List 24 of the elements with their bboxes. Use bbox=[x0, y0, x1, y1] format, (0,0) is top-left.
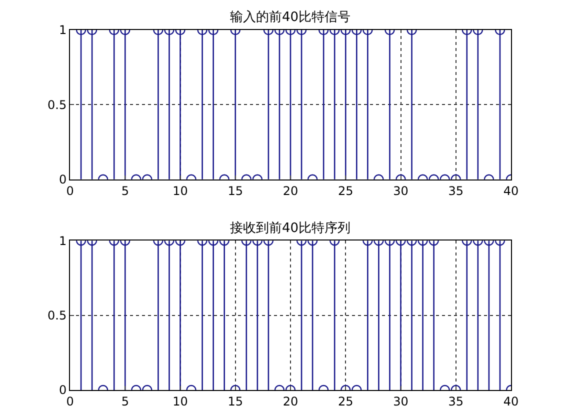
x-tick-label: 25 bbox=[338, 394, 354, 408]
y-tick-label: 0 bbox=[58, 172, 67, 187]
x-tick-label: 10 bbox=[172, 184, 188, 198]
y-tick-label: 0.5 bbox=[48, 98, 67, 112]
x-tick-label: 25 bbox=[338, 184, 354, 198]
x-tick-label: 15 bbox=[228, 184, 244, 198]
x-tick-label: 35 bbox=[448, 394, 464, 408]
y-tick-label: 0.5 bbox=[48, 308, 67, 322]
x-tick-label: 5 bbox=[121, 184, 129, 198]
x-tick-label: 40 bbox=[503, 394, 519, 408]
chart-title: 输入的前40比特信号 bbox=[230, 10, 351, 25]
x-tick-label: 40 bbox=[503, 184, 519, 198]
x-tick-label: 20 bbox=[282, 394, 298, 408]
y-tick-label: 1 bbox=[58, 234, 67, 248]
x-tick-label: 30 bbox=[393, 184, 408, 198]
x-tick-label: 10 bbox=[172, 394, 188, 408]
x-tick-label: 35 bbox=[448, 184, 464, 198]
chart-title: 接收到前40比特序列 bbox=[230, 220, 351, 236]
x-tick-label: 30 bbox=[393, 394, 408, 408]
x-tick-label: 5 bbox=[121, 394, 129, 408]
y-tick-label: 1 bbox=[58, 23, 67, 38]
y-tick-label: 0 bbox=[58, 383, 67, 398]
x-tick-label: 15 bbox=[228, 394, 244, 408]
x-tick-label: 20 bbox=[282, 184, 298, 198]
